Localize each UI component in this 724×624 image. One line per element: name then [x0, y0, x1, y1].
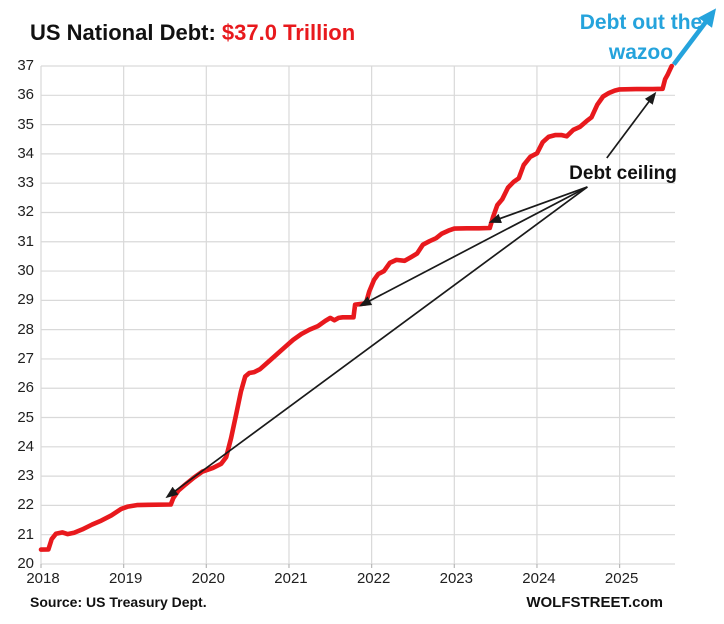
brand-wolfstreet: WOLFSTREET.com — [526, 594, 663, 611]
chart-title-value: $37.0 Trillion — [221, 20, 356, 45]
annotation-arrows — [165, 8, 717, 499]
chart-title: US National Debt: $37.0 Trillion — [30, 20, 355, 46]
annotation-debt-out-the-wazoo: Debt out the wazoo — [563, 8, 719, 68]
wazoo-line2: wazoo — [608, 41, 674, 64]
annotation-debt-ceiling: Debt ceiling — [569, 163, 677, 184]
source-note: Source: US Treasury Dept. — [30, 594, 207, 610]
grid-lines — [40, 65, 675, 568]
wazoo-line1: Debt out the — [579, 11, 703, 34]
debt-line-series — [38, 63, 675, 552]
chart-title-text: US National Debt: — [30, 20, 222, 45]
